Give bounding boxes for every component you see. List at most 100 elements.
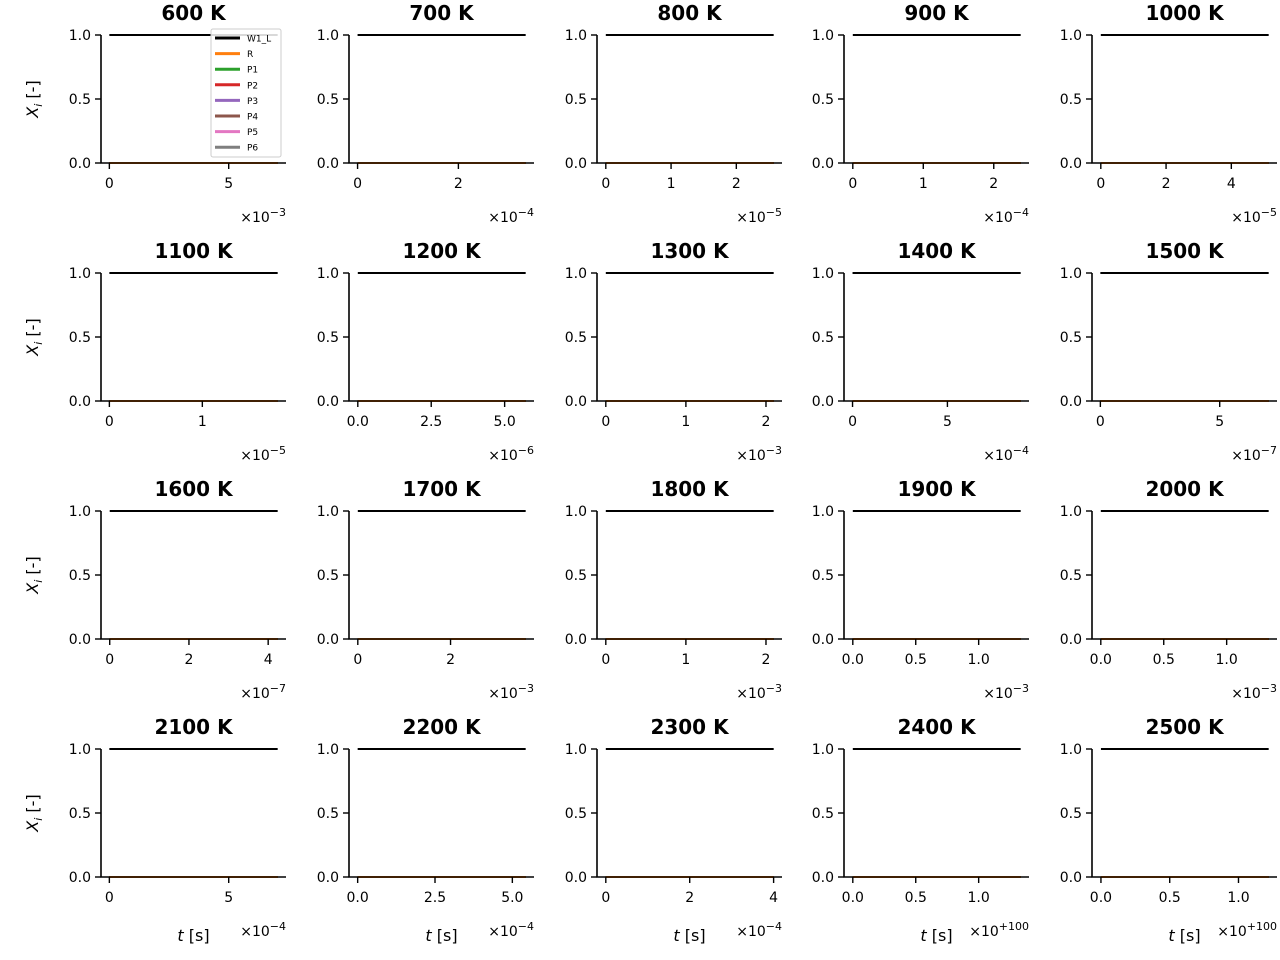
x-axis-multiplier: ×10−4 (488, 206, 534, 226)
multiplier-exponent: −3 (1013, 682, 1029, 695)
subplot-1300-k: 1300 K 0.0 0.5 1.0 0 1 2 ×10−3 (565, 239, 782, 464)
multiplier-base: ×10 (1231, 686, 1261, 702)
y-tick-label: 0.5 (69, 92, 91, 108)
subplot-title: 1500 K (1145, 239, 1225, 263)
x-tick-label: 1.0 (1227, 890, 1249, 906)
legend-label-w1_l: W1_L (247, 35, 271, 45)
y-tick-label: 0.0 (69, 632, 91, 648)
x-axis-multiplier: ×10−6 (488, 444, 534, 464)
x-tick-label: 0 (105, 414, 114, 430)
subplot-800-k: 800 K0.00.51.00 1 2×10−5 (565, 1, 782, 226)
multiplier-exponent: −7 (270, 682, 286, 695)
y-tick-label: 0.5 (812, 92, 834, 108)
x-tick-label: 4 (264, 652, 273, 668)
y-tick-label: 0.0 (1060, 870, 1082, 886)
x-axis-multiplier: ×10−3 (240, 206, 286, 226)
x-tick-label: 2 (762, 414, 771, 430)
y-tick-label: 0.5 (565, 806, 587, 822)
y-tick-label: 1.0 (1060, 504, 1082, 520)
x-tick-label: 0 (105, 890, 114, 906)
x-tick-label: 2 (989, 176, 998, 192)
y-tick-label: 0.5 (565, 568, 587, 584)
x-axis-multiplier: ×10−3 (983, 682, 1029, 702)
y-tick-label: 0.5 (1060, 330, 1082, 346)
x-tick-label: 4 (1227, 176, 1236, 192)
y-tick-label: 0.0 (317, 870, 339, 886)
y-tick-label: 0.0 (812, 394, 834, 410)
x-tick-label: 0.0 (842, 652, 864, 668)
y-tick-label: 0.5 (812, 568, 834, 584)
x-label-part: [s] (1175, 926, 1201, 945)
subplot-title: 1400 K (897, 239, 977, 263)
x-tick-label: 1 (667, 176, 676, 192)
y-tick-label: 0.5 (565, 92, 587, 108)
y-tick-label: 0.0 (69, 394, 91, 410)
x-tick-label: 2 (685, 890, 694, 906)
subplot-1000-k: 1000 K 0.0 0.5 1.0 0 2 4 ×10−5 (1060, 1, 1277, 226)
multiplier-exponent: −4 (518, 206, 534, 219)
subplot-title: 1000 K (1145, 1, 1225, 25)
x-axis-multiplier: ×10−4 (240, 920, 286, 940)
subplot-title: 1900 K (897, 477, 977, 501)
y-tick-label: 1.0 (812, 742, 834, 758)
legend-frame (211, 29, 281, 157)
y-tick-label: 1.0 (565, 266, 587, 282)
x-tick-label: 1.0 (968, 890, 990, 906)
legend-label-p5: P5 (247, 128, 258, 138)
multiplier-exponent: −4 (766, 920, 782, 933)
multiplier-base: ×10 (488, 924, 518, 940)
y-tick-label: 1.0 (1060, 28, 1082, 44)
y-tick-label: 1.0 (69, 742, 91, 758)
x-tick-label: 0 (353, 652, 362, 668)
multiplier-exponent: −5 (270, 444, 286, 457)
legend-label-p3: P3 (247, 97, 258, 107)
x-tick-label: 0 (1096, 414, 1105, 430)
multiplier-exponent: −3 (766, 444, 782, 457)
x-tick-label: 1 (681, 652, 690, 668)
y-tick-label: 0.0 (317, 156, 339, 172)
y-tick-label: 0.5 (317, 806, 339, 822)
y-tick-label: 0.5 (317, 330, 339, 346)
subplot-1500-k: 1500 K0.00.51.00 5×10−7 (1060, 239, 1277, 464)
x-tick-label: 0.5 (1153, 652, 1175, 668)
x-tick-label: 5.0 (501, 890, 523, 906)
y-axis-label: Xi [-] (23, 556, 45, 594)
y-tick-label: 0.5 (69, 330, 91, 346)
x-tick-label: 1.0 (968, 652, 990, 668)
y-label-part: [-] (23, 556, 42, 579)
x-label-part: [s] (184, 926, 210, 945)
y-tick-label: 0.0 (565, 870, 587, 886)
x-tick-label: 0 (353, 176, 362, 192)
x-label-part: [s] (432, 926, 458, 945)
x-tick-label: 2 (732, 176, 741, 192)
x-tick-label: 0 (848, 176, 857, 192)
x-tick-label: 0.5 (905, 890, 927, 906)
x-tick-label: 5.0 (494, 414, 516, 430)
multiplier-exponent: −3 (270, 206, 286, 219)
x-tick-label: 2 (184, 652, 193, 668)
subplot-title: 2400 K (897, 715, 977, 739)
y-tick-label: 0.0 (1060, 156, 1082, 172)
subplot-title: 1100 K (154, 239, 234, 263)
multiplier-exponent: −6 (518, 444, 534, 457)
x-label-part: [s] (927, 926, 953, 945)
legend-label-p1: P1 (247, 66, 258, 76)
x-axis-multiplier: ×10−5 (1231, 206, 1277, 226)
y-tick-label: 0.0 (565, 632, 587, 648)
y-tick-label: 1.0 (317, 504, 339, 520)
y-tick-label: 0.0 (565, 394, 587, 410)
multiplier-base: ×10 (488, 448, 518, 464)
subplot-1600-k: 1600 K0.00.51.00 2 4×10−7Xi [-] (23, 477, 286, 702)
y-tick-label: 0.0 (812, 632, 834, 648)
x-tick-label: 0.0 (1090, 652, 1112, 668)
x-tick-label: 2 (446, 652, 455, 668)
subplot-title: 2200 K (402, 715, 482, 739)
multiplier-base: ×10 (1231, 448, 1261, 464)
x-tick-label: 5 (224, 890, 233, 906)
multiplier-exponent: −4 (1013, 444, 1029, 457)
subplot-1800-k: 1800 K 0.0 0.5 1.0 0 1 2 ×10−3 (565, 477, 782, 702)
subplot-2200-k: 2200 K 0.0 0.5 1.0 0.0 2.5 5.0 ×10−4 t [s] (317, 715, 534, 945)
multiplier-base: ×10 (736, 924, 766, 940)
x-label-part: [s] (680, 926, 706, 945)
